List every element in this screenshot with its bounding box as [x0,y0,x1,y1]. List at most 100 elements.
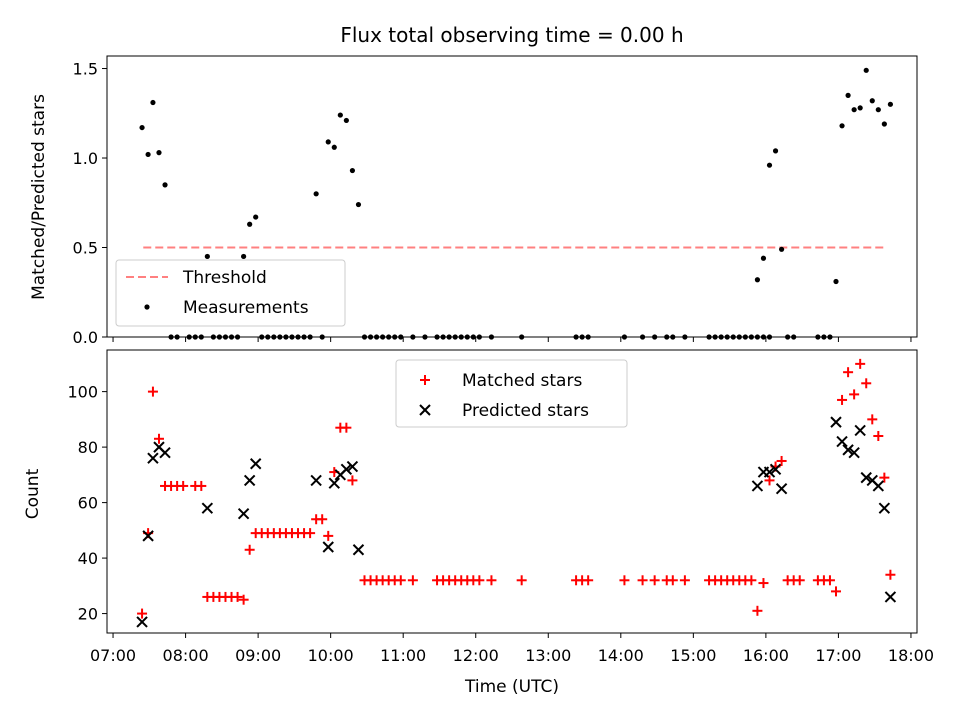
matched-star-point [843,367,854,378]
measurement-point [434,334,440,340]
y-tick-label: 0.0 [73,328,98,347]
matched-star-point [831,586,841,597]
matched-star-point [178,480,189,491]
matched-star-point [867,414,878,425]
measurement-point [265,334,271,340]
measurement-point [833,278,839,285]
matched-star-point [824,575,835,586]
measurement-point [247,221,253,227]
measurement-point [301,334,307,340]
legend-box [115,259,346,327]
matched-star-point [305,528,316,539]
measurement-point [241,253,247,260]
predicted-star-point [775,483,788,495]
measurement-point [145,151,151,158]
legend-box [395,359,628,428]
measurement-point [295,334,301,340]
measurement-point [373,334,380,340]
predicted-star-mark [153,441,165,453]
predicted-star-mark [243,474,256,487]
predicted-star-mark [346,460,359,473]
measurement-point [343,117,349,124]
matched-star-point [196,480,207,491]
measurement-point [198,334,204,340]
y-tick-label: 0.5 [73,239,98,258]
predicted-star-point [310,474,322,487]
predicted-star-mark [775,483,788,495]
predicted-star-mark [147,452,159,464]
measurement-point [736,334,742,340]
plot-frame [106,55,918,338]
measurement-point [150,99,156,106]
matched-star-point [649,575,660,586]
measurement-point [579,334,585,340]
matched-star-point [395,575,406,586]
predicted-star-point [346,460,359,473]
matched-star-point [776,455,787,466]
measurement-point [682,334,688,340]
predicted-star-mark [769,463,782,476]
measurement-point [639,334,646,340]
predicted-star-point [842,444,854,456]
measurement-point [228,334,235,340]
predicted-star-mark [142,530,154,542]
matched-star-point [347,475,358,486]
measurement-point [174,334,180,340]
measurement-point [422,334,428,340]
predicted-star-point [340,463,353,476]
predicted-star-point [878,502,891,514]
predicted-star-mark [751,480,764,492]
matched-star-point [619,575,630,586]
matched-star-point [861,378,872,389]
predicted-star-mark [763,466,776,478]
measurement-point [349,167,356,174]
measurement-point [464,334,470,340]
measurement-point [222,334,229,340]
measurement-point [742,334,748,340]
measurement-point [845,92,851,98]
legend-measurement-swatch [144,304,150,310]
predicted-star-point [159,446,171,459]
predicted-star-point [872,480,885,492]
measurement-point [289,334,295,340]
matched-star-point [837,394,848,405]
measurement-point [234,334,241,340]
predicted-star-point [237,507,250,520]
predicted-star-point [328,477,340,489]
measurement-point [319,334,325,340]
matched-star-point [474,575,485,586]
measurement-point [446,334,452,340]
matched-star-point [407,575,418,586]
measurement-point [869,98,875,104]
predicted-star-point [136,616,148,628]
predicted-star-mark [842,444,854,456]
measurement-point [277,334,283,340]
count-legend: Matched stars Predicted stars [395,359,628,428]
measurement-point [168,334,174,340]
matched-star-point [885,569,896,580]
matched-star-point [137,608,148,619]
x-tick-label: 11:00 [380,646,426,665]
measurement-point [386,334,392,340]
measurement-point [331,144,337,150]
measurement-point [156,150,162,156]
count-panel: 07:00 08:00 09:00 10:00 11:00 12:00 13:00 14:00… [67,349,934,665]
x-tick-label: 13:00 [525,646,571,665]
chart-title: Flux total observing time = 0.00 h [340,23,683,47]
predicted-star-mark [136,616,148,628]
x-tick-label: 15:00 [670,646,716,665]
matched-star-point [516,575,527,586]
measurement-point [361,334,368,340]
measurement-point [766,334,773,340]
measurement-point [821,334,827,340]
predicted-star-point [147,452,159,464]
measurement-point [881,121,887,127]
predicted-star-mark [848,446,860,459]
measurement-point [785,334,791,340]
measurement-point [440,334,446,340]
measurement-point [754,334,761,340]
predicted-star-point [751,480,764,492]
predicted-star-mark [860,471,872,484]
predicted-star-point [201,502,214,514]
predicted-star-mark [322,541,334,553]
